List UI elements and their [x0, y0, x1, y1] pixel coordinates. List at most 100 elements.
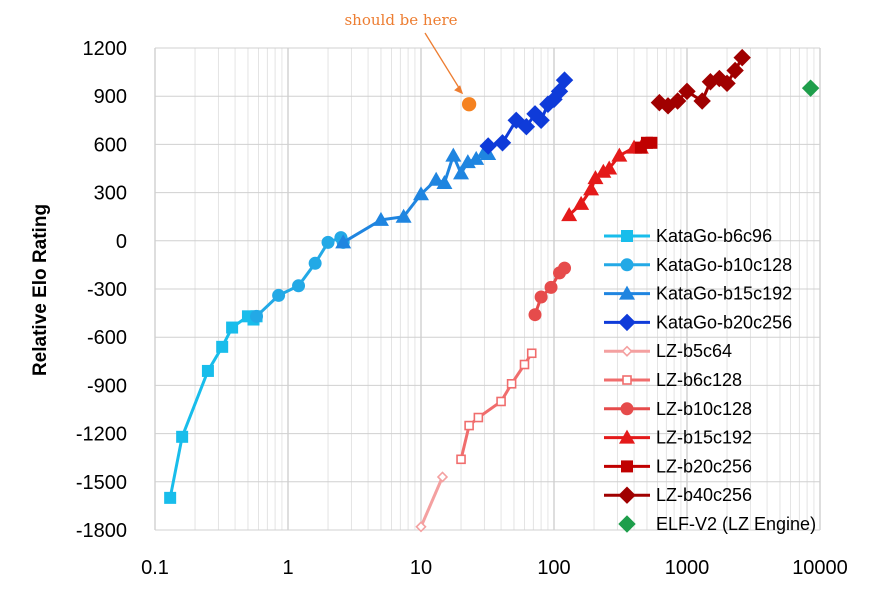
y-axis-label: Relative Elo Rating: [30, 204, 51, 376]
series-line: [168, 314, 258, 499]
triangle-marker: [453, 165, 470, 180]
square-marker: [176, 430, 189, 443]
triangle-marker: [372, 211, 389, 226]
legend-item: LZ-b5c64: [604, 341, 732, 361]
square-marker: [526, 348, 537, 359]
series-line: [255, 235, 345, 318]
square-marker: [645, 136, 658, 149]
x-tick-label: 100: [537, 557, 570, 579]
x-tick-label: 1000: [665, 557, 710, 579]
annotation-arrow: [424, 32, 462, 92]
diamond-marker: [668, 92, 687, 110]
x-tick-label: 10000: [792, 557, 848, 579]
circle-marker: [272, 288, 286, 302]
square-marker: [506, 378, 517, 389]
legend-item: LZ-b6c128: [604, 370, 742, 390]
legend-item: KataGo-b20c256: [604, 312, 792, 332]
diamond-marker: [618, 313, 636, 332]
y-tick-label: 0: [116, 231, 127, 253]
diamond-marker: [479, 137, 497, 155]
circle-marker: [544, 280, 558, 294]
triangle-marker: [611, 147, 628, 162]
triangle-marker: [436, 174, 453, 189]
legend-label: LZ-b20c256: [656, 456, 752, 476]
triangle-marker: [445, 147, 462, 162]
x-tick-label: 10: [410, 557, 432, 579]
x-tick-labels: 0.1 1 10 100 1000 10000: [141, 557, 848, 579]
circle-marker: [620, 402, 634, 416]
legend-label: LZ-b40c256: [656, 485, 752, 505]
circle-marker: [461, 97, 477, 112]
triangle-marker: [468, 150, 485, 165]
legend-item: ELF-V2 (LZ Engine): [618, 514, 816, 534]
square-marker: [456, 454, 466, 465]
diamond-marker: [693, 92, 711, 110]
triangle-marker: [413, 186, 429, 201]
square-marker: [216, 340, 229, 353]
diamond-marker: [621, 345, 633, 357]
series-lz-b10c128: [528, 261, 572, 322]
series-elf-v2-lz-engine-: [801, 79, 820, 97]
y-tick-label: -600: [87, 327, 127, 349]
legend-label: LZ-b15c192: [656, 428, 752, 448]
series-lz-b40c256: [650, 48, 751, 115]
diamond-marker: [436, 471, 449, 483]
circle-marker: [321, 235, 335, 249]
legend-item: KataGo-b15c192: [604, 284, 792, 304]
legend-label: KataGo-b15c192: [656, 284, 792, 304]
circle-marker: [620, 258, 634, 272]
circle-marker: [292, 279, 306, 293]
y-tick-label: 300: [94, 183, 127, 205]
legend-label: LZ-b10c128: [656, 399, 752, 419]
circle-marker: [534, 290, 548, 304]
series-lz-b6c128: [456, 348, 537, 465]
triangle-marker: [619, 429, 635, 444]
y-tick-label: -300: [87, 279, 127, 301]
annotation-text: should be here: [344, 11, 457, 29]
triangle-marker: [428, 171, 445, 186]
legend-item: LZ-b10c128: [604, 399, 752, 419]
square-marker: [201, 364, 214, 377]
triangle-marker: [335, 234, 352, 249]
diamond-marker: [618, 486, 636, 504]
series-lz-b20c256: [634, 136, 658, 154]
legend-item: KataGo-b6c96: [604, 226, 772, 246]
y-tick-label: -900: [87, 375, 127, 397]
triangle-marker: [561, 207, 578, 222]
grid-lines: [154, 47, 821, 531]
circle-marker: [308, 256, 322, 270]
diamond-marker: [532, 111, 550, 130]
series-katago-b6c96: [164, 310, 263, 504]
annotation: should be here: [344, 11, 477, 112]
diamond-marker: [733, 48, 751, 67]
triangle-marker: [573, 195, 590, 210]
circle-marker: [250, 309, 264, 323]
legend-item: LZ-b40c256: [604, 485, 752, 505]
y-tick-label: -1200: [76, 424, 127, 446]
triangle-marker: [601, 160, 618, 175]
square-marker: [226, 321, 239, 334]
diamond-marker: [493, 134, 512, 152]
legend-label: KataGo-b10c128: [656, 255, 792, 275]
legend-item: KataGo-b10c128: [604, 255, 792, 275]
circle-marker: [528, 308, 542, 322]
legend: KataGo-b6c96 KataGo-b10c128 KataGo-b15c192…: [604, 226, 816, 534]
square-marker: [473, 412, 484, 423]
legend-label: ELF-V2 (LZ Engine): [656, 514, 816, 534]
diamond-marker: [718, 74, 736, 93]
legend-label: LZ-b5c64: [656, 341, 732, 361]
legend-label: KataGo-b20c256: [656, 312, 792, 332]
legend-label: LZ-b6c128: [656, 370, 742, 390]
x-tick-label: 0.1: [141, 557, 169, 579]
y-tick-label: 600: [94, 134, 127, 156]
square-marker: [164, 491, 177, 504]
data-series: [164, 48, 820, 533]
square-marker: [496, 396, 506, 407]
triangle-marker: [395, 208, 412, 223]
diamond-marker: [801, 79, 820, 97]
triangle-marker: [619, 285, 635, 300]
y-tick-label: -1800: [76, 520, 127, 542]
diamond-marker: [517, 118, 536, 136]
x-tick-label: 1: [282, 557, 293, 579]
